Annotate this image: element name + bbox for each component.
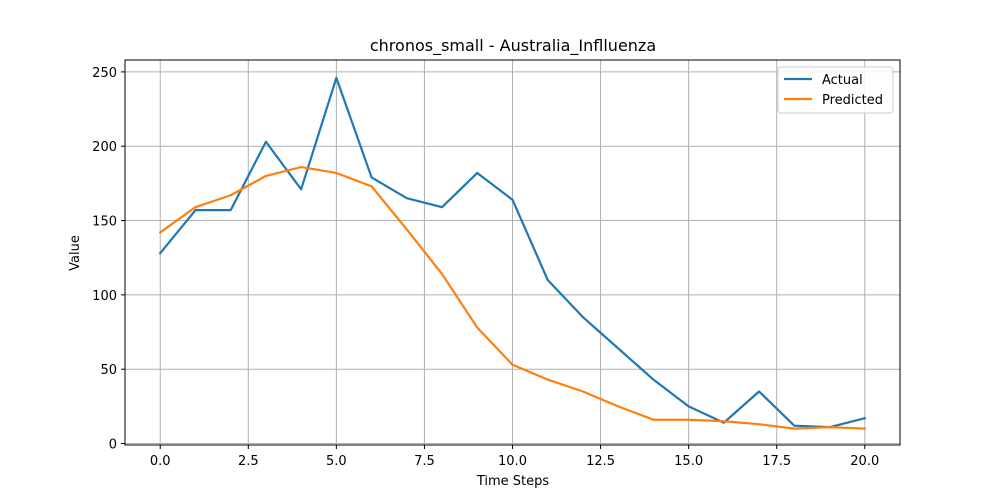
x-tick-label: 7.5 <box>414 454 435 469</box>
x-tick-label: 20.0 <box>850 454 879 469</box>
chart-title: chronos_small - Australia_Inflluenza <box>370 36 656 56</box>
series-lines <box>158 76 867 430</box>
series-line-actual <box>158 76 867 429</box>
y-tick-label: 250 <box>92 66 117 81</box>
x-tick-label: 5.0 <box>326 454 347 469</box>
x-tick-label: 10.0 <box>498 454 527 469</box>
y-tick-label: 150 <box>92 215 117 230</box>
x-axis-title: Time Steps <box>476 474 550 489</box>
series-line-predicted <box>158 165 866 430</box>
axis-ticks: 0.0 2.5 5.0 7.5 10.0 12.5 15.0 17.5 20.0 0 50 100 15… <box>92 66 879 469</box>
legend-label-predicted: Predicted <box>822 93 883 108</box>
x-tick-label: 12.5 <box>586 454 615 469</box>
x-tick-label: 15.0 <box>674 454 703 469</box>
legend-label-actual: Actual <box>822 73 863 88</box>
y-tick-label: 200 <box>92 140 117 155</box>
legend: Actual Predicted <box>777 66 894 114</box>
y-tick-label: 0 <box>109 438 117 453</box>
x-tick-label: 17.5 <box>762 454 791 469</box>
x-tick-label: 2.5 <box>238 454 259 469</box>
y-tick-label: 50 <box>100 363 117 378</box>
x-tick-label: 0.0 <box>150 454 171 469</box>
grid <box>125 60 900 445</box>
y-tick-label: 100 <box>92 289 117 304</box>
y-axis-title: Value <box>68 235 83 271</box>
